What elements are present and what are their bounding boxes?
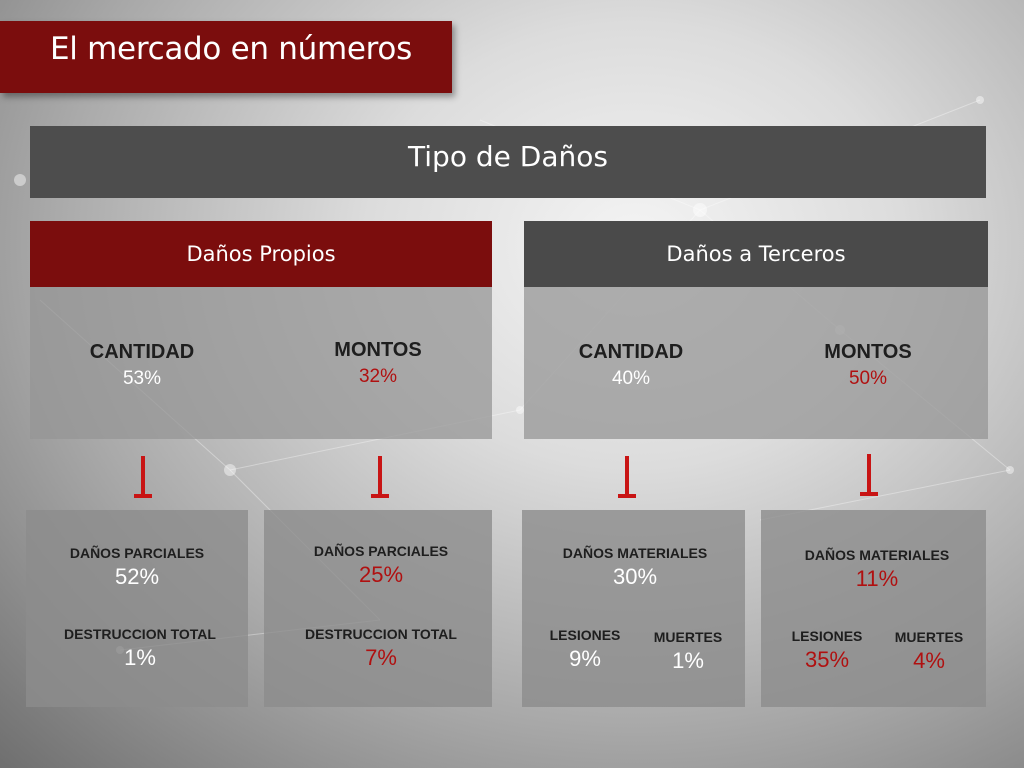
detail-item: DAÑOS PARCIALES 52% — [26, 545, 248, 590]
detail-item: DESTRUCCION TOTAL 1% — [26, 626, 254, 671]
detail-box-cantidad-terceros — [522, 510, 745, 707]
detail-item: MUERTES 1% — [640, 629, 736, 674]
metric-value: 32% — [358, 366, 398, 387]
metric-value: 40% — [611, 368, 651, 389]
detail-item: LESIONES 9% — [533, 627, 637, 672]
detail-box-cantidad-propios — [26, 510, 248, 707]
detail-label: MUERTES — [894, 629, 964, 645]
detail-item: LESIONES 35% — [775, 628, 879, 673]
detail-item: DAÑOS PARCIALES 25% — [264, 543, 498, 588]
detail-item: MUERTES 4% — [881, 629, 977, 674]
metric-value: 50% — [848, 368, 888, 389]
arrow-down-icon — [618, 456, 636, 498]
section-title: Tipo de Daños — [408, 140, 608, 173]
detail-label: LESIONES — [549, 627, 621, 643]
detail-label: DAÑOS PARCIALES — [313, 543, 449, 559]
group-panel-danos-terceros — [524, 287, 988, 439]
detail-box-montos-terceros — [761, 510, 986, 707]
detail-item: DESTRUCCION TOTAL 7% — [264, 626, 498, 671]
arrow-down-icon — [134, 456, 152, 498]
detail-label: DAÑOS MATERIALES — [804, 547, 950, 563]
detail-label: LESIONES — [791, 628, 863, 644]
detail-value: 25% — [358, 562, 404, 587]
detail-label: DESTRUCCION TOTAL — [305, 626, 457, 642]
detail-label: MUERTES — [653, 629, 723, 645]
detail-label: DESTRUCCION TOTAL — [64, 626, 216, 642]
page-title: El mercado en números — [50, 31, 412, 67]
group-header-danos-propios: Daños Propios — [30, 221, 492, 287]
group-panel-danos-propios — [30, 287, 492, 439]
detail-value: 1% — [124, 645, 156, 670]
metric-label: MONTOS — [334, 339, 422, 361]
detail-value: 52% — [114, 564, 160, 589]
metric-montos-propios: MONTOS 32% — [298, 339, 458, 388]
detail-label: DAÑOS PARCIALES — [69, 545, 205, 561]
arrow-down-icon — [860, 454, 878, 496]
detail-value: 11% — [855, 566, 899, 591]
detail-value: 9% — [569, 646, 601, 671]
detail-box-montos-propios — [264, 510, 492, 707]
metric-label: MONTOS — [824, 341, 912, 363]
metric-value: 53% — [122, 368, 162, 389]
detail-value: 7% — [365, 645, 397, 670]
section-banner — [30, 126, 986, 198]
group-header-danos-terceros: Daños a Terceros — [524, 221, 988, 287]
detail-value: 30% — [612, 564, 658, 589]
arrow-down-icon — [371, 456, 389, 498]
detail-value: 35% — [804, 647, 850, 672]
metric-montos-terceros: MONTOS 50% — [788, 341, 948, 390]
detail-value: 4% — [913, 648, 945, 673]
detail-value: 1% — [672, 648, 704, 673]
detail-item: DAÑOS MATERIALES 11% — [761, 547, 993, 592]
detail-item: DAÑOS MATERIALES 30% — [522, 545, 748, 590]
metric-cantidad-terceros: CANTIDAD 40% — [551, 341, 711, 390]
metric-label: CANTIDAD — [89, 341, 195, 363]
metric-cantidad-propios: CANTIDAD 53% — [62, 341, 222, 390]
detail-label: DAÑOS MATERIALES — [562, 545, 708, 561]
title-banner — [0, 21, 452, 93]
metric-label: CANTIDAD — [578, 341, 684, 363]
